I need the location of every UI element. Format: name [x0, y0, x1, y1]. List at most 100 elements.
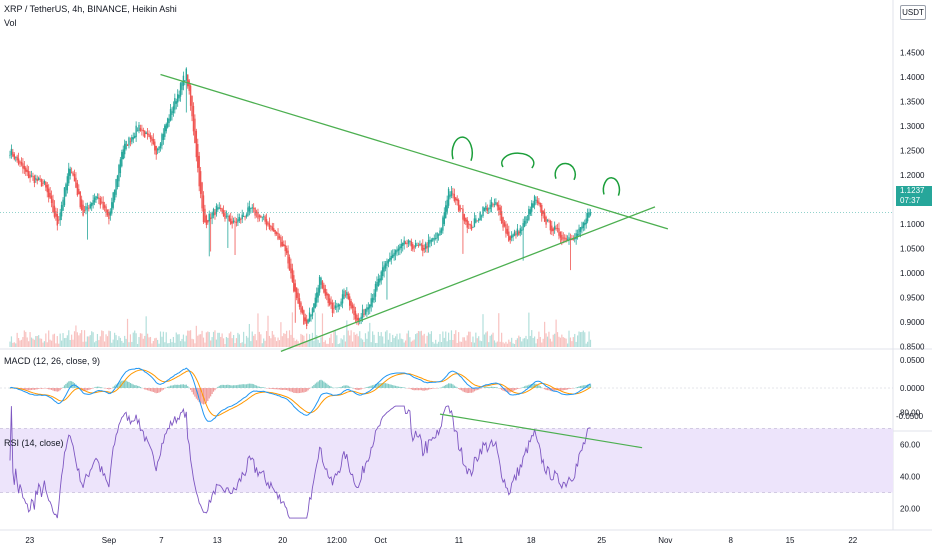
candle-body — [337, 304, 339, 307]
candle-body — [419, 243, 421, 246]
volume-bar — [55, 343, 57, 347]
volume-bar — [556, 332, 559, 347]
macd-histogram-bar — [261, 387, 263, 388]
volume-bar — [286, 330, 288, 347]
candle-body — [427, 239, 430, 248]
macd-histogram-bar — [231, 385, 233, 388]
volume-bar — [552, 334, 554, 347]
candle-body — [572, 239, 574, 241]
candle-body — [60, 205, 63, 217]
volume-bar — [329, 337, 331, 347]
candle-body — [396, 249, 398, 253]
currency-selector-button[interactable]: USDT — [900, 5, 926, 20]
volume-bar — [274, 337, 276, 347]
candle-body — [324, 288, 327, 296]
volume-bar — [549, 338, 551, 347]
macd-histogram-bar — [214, 388, 216, 391]
candle-body — [318, 276, 321, 293]
time-tick-label: 18 — [527, 536, 536, 545]
volume-bar — [88, 336, 90, 347]
candle-body — [383, 265, 385, 272]
volume-bar — [380, 332, 382, 347]
volume-bar — [187, 330, 189, 347]
volume-bar — [585, 343, 587, 347]
candle-body — [308, 312, 311, 322]
candle-body — [298, 298, 301, 307]
macd-histogram-bar — [523, 386, 526, 388]
candle-body — [144, 130, 146, 138]
macd-histogram-group — [9, 379, 592, 405]
volume-bar — [466, 335, 468, 347]
volume-bar — [161, 336, 163, 347]
candle-body — [323, 284, 325, 293]
macd-histogram-bar — [505, 388, 507, 392]
candle-body — [121, 151, 123, 167]
last-price-tag[interactable]: 1.1237 07:37 — [896, 186, 932, 206]
candle-body — [493, 204, 496, 205]
macd-histogram-bar — [399, 386, 401, 388]
candle-body — [485, 205, 487, 210]
volume-bar — [29, 332, 31, 347]
candle-body — [284, 245, 286, 252]
macd-histogram-bar — [53, 388, 56, 392]
macd-histogram-bar — [68, 381, 70, 388]
macd-histogram-bar — [147, 388, 149, 391]
candle-body — [489, 204, 491, 209]
candle-body — [313, 303, 315, 313]
candle-body — [283, 244, 285, 247]
price-tick-label: 1.4500 — [900, 49, 925, 58]
candle-body — [244, 216, 246, 218]
candle-body — [538, 201, 540, 205]
candle-body — [165, 123, 167, 132]
macd-histogram-bar — [317, 381, 319, 388]
macd-histogram-bar — [245, 384, 248, 388]
volume-bar — [167, 343, 169, 347]
macd-histogram-bar — [73, 383, 76, 388]
candle-body — [48, 188, 50, 198]
volume-bar — [463, 337, 465, 347]
macd-histogram-bar — [243, 384, 245, 388]
volume-bar — [511, 337, 513, 347]
macd-histogram-bar — [220, 385, 222, 388]
volume-bar — [98, 340, 100, 347]
macd-histogram-bar — [179, 384, 182, 388]
volume-bar — [240, 343, 242, 347]
volume-bar — [59, 333, 61, 347]
volume-bar — [39, 338, 41, 347]
macd-histogram-bar — [145, 388, 147, 390]
macd-histogram-bar — [132, 384, 134, 388]
volume-bar — [68, 330, 70, 347]
macd-histogram-bar — [119, 381, 121, 388]
macd-histogram-bar — [306, 388, 308, 392]
macd-histogram-bar — [250, 383, 252, 388]
candle-body — [287, 250, 289, 264]
macd-histogram-bar — [522, 386, 524, 388]
macd-histogram-bar — [419, 388, 421, 391]
candle-body — [442, 217, 444, 231]
macd-histogram-bar — [276, 388, 278, 390]
candle-body — [70, 172, 73, 174]
volume-bar — [319, 342, 321, 347]
volume-bar — [392, 334, 394, 347]
macd-histogram-bar — [191, 388, 193, 393]
candle-body — [403, 240, 405, 245]
volume-bar — [169, 338, 172, 347]
volume-bar — [208, 332, 210, 347]
macd-histogram-bar — [271, 388, 273, 389]
volume-bar — [92, 332, 94, 347]
candle-body — [589, 212, 592, 215]
candle-body — [268, 223, 271, 229]
volume-bar — [344, 341, 346, 347]
volume-bar — [508, 339, 510, 347]
volume-bar — [238, 334, 240, 347]
rsi-tick-label: 80.00 — [900, 409, 921, 418]
candle-body — [278, 236, 281, 239]
volume-bar — [62, 333, 64, 347]
volume-bar — [561, 334, 563, 347]
volume-bar — [416, 333, 418, 347]
macd-histogram-bar — [581, 385, 583, 388]
volume-bar — [224, 343, 226, 347]
candle-body — [360, 316, 362, 320]
price-tick-label: 0.9500 — [900, 294, 925, 303]
